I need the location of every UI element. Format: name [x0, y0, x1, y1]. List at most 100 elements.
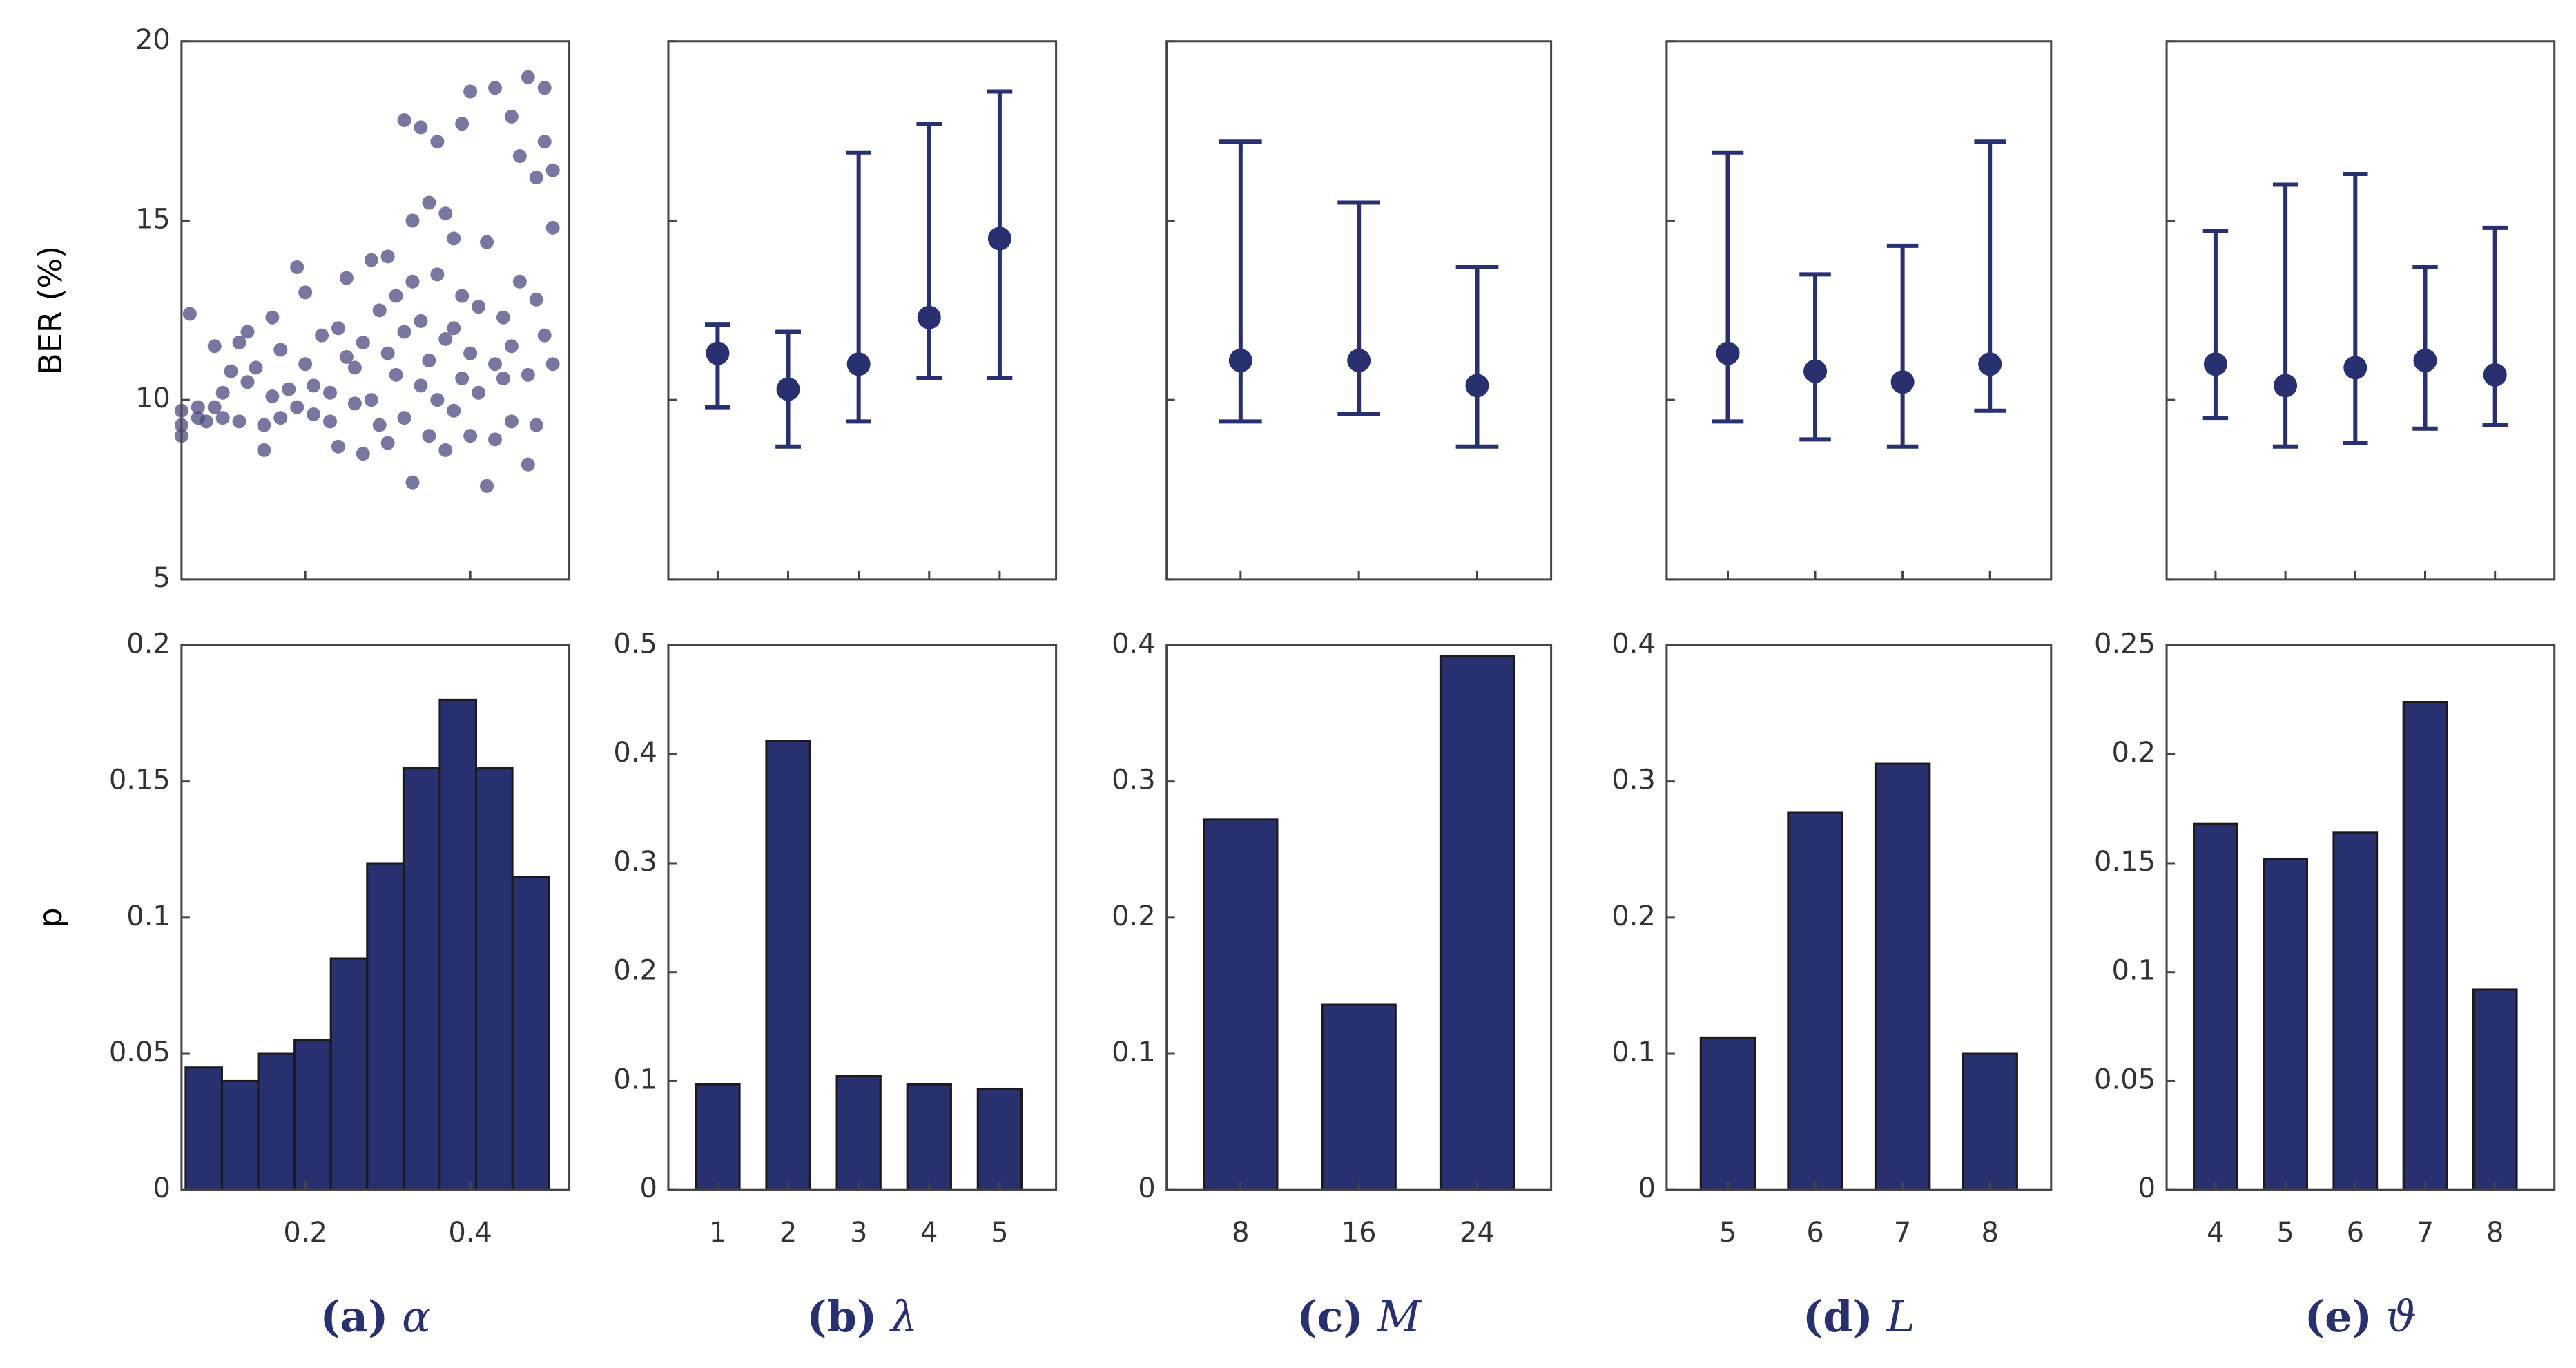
scatter-point: [537, 81, 552, 95]
axes-box: [2165, 644, 2556, 1191]
scatter-point: [315, 328, 329, 343]
caption-symbol: α: [402, 1291, 431, 1342]
y-axis-label: BER (%): [32, 246, 69, 375]
y-tick-label: 0.3: [613, 846, 657, 878]
y-tick-label: 0: [639, 1173, 657, 1204]
scatter-point: [232, 336, 246, 350]
bar: [1874, 762, 1931, 1191]
scatter-point: [298, 357, 313, 372]
x-tick-label: 0.4: [448, 1217, 492, 1249]
mean-point: [1978, 352, 2002, 376]
scatter-point: [347, 396, 362, 411]
bar: [1962, 1052, 2018, 1191]
scatter-point: [215, 385, 230, 400]
y-tick-label: 0.4: [613, 737, 657, 769]
y-tick-label: 15: [135, 203, 171, 235]
scatter-point: [521, 367, 535, 382]
bar: [2332, 831, 2379, 1191]
scatter-point: [397, 325, 411, 339]
bar: [695, 1083, 741, 1191]
y-tick-label: 0.1: [1611, 1037, 1656, 1068]
caption-symbol: M: [1376, 1291, 1422, 1342]
bar: [2472, 988, 2518, 1191]
y-tick-label: 0.2: [126, 628, 171, 659]
scatter-point: [447, 321, 461, 336]
scatter-point: [182, 307, 197, 321]
scatter-point: [389, 367, 403, 382]
scatter-point: [389, 289, 403, 303]
scatter-point: [364, 253, 378, 267]
caption: (c) M: [1297, 1291, 1422, 1342]
scatter-point: [380, 436, 395, 450]
scatter-point: [249, 360, 263, 375]
panel: [2165, 40, 2556, 581]
scatter-point: [397, 411, 411, 425]
mean-point: [917, 305, 941, 329]
mean-point: [2203, 352, 2227, 376]
scatter-point: [405, 475, 420, 490]
y-tick-label: 0.1: [613, 1063, 657, 1095]
y-tick-label: 0.2: [1112, 900, 1156, 932]
scatter-point: [414, 314, 428, 328]
scatter-point: [430, 267, 445, 282]
scatter-point: [537, 135, 552, 149]
scatter-point: [455, 372, 469, 386]
x-tick-label: 0.2: [283, 1217, 327, 1249]
histogram-bar: [402, 767, 441, 1191]
mean-point: [846, 352, 871, 376]
scatter-point: [512, 274, 527, 289]
y-tick-label: 10: [135, 383, 171, 414]
panel: 5 10 15 20 BER (%): [32, 24, 571, 594]
scatter-point: [480, 235, 494, 249]
mean-point: [1716, 341, 1740, 365]
x-tick-label: 5: [1719, 1217, 1736, 1249]
scatter-point: [521, 70, 535, 84]
scatter-point: [504, 414, 519, 429]
y-tick-label: 0: [1638, 1173, 1655, 1204]
scatter-point: [529, 292, 543, 307]
scatter-point: [307, 407, 321, 421]
scatter-point: [488, 357, 502, 372]
x-tick-label: 4: [2207, 1217, 2224, 1249]
scatter-point: [545, 357, 560, 372]
scatter-point: [240, 375, 255, 389]
scatter-point: [438, 331, 453, 346]
caption-tag: (b): [806, 1291, 877, 1342]
scatter-point: [504, 339, 519, 354]
scatter-point: [265, 389, 280, 403]
x-tick-label: 7: [2417, 1217, 2434, 1249]
bar: [1321, 1003, 1397, 1191]
scatter-point: [463, 429, 478, 443]
y-axis-label: p: [32, 907, 69, 927]
bar: [1203, 818, 1279, 1191]
mean-point: [1347, 349, 1371, 373]
panel: 0 0.1 0.2 0.3 0.4 0.5 1 2 3 4 5: [613, 628, 1058, 1249]
scatter-point: [207, 400, 222, 414]
caption-tag: (c): [1297, 1291, 1363, 1342]
caption-tag: (a): [320, 1291, 389, 1342]
mean-point: [1890, 370, 1915, 394]
scatter-point: [521, 457, 535, 472]
histogram-bar: [184, 1066, 223, 1191]
caption-symbol: ϑ: [2386, 1291, 2417, 1342]
panel: 0 0.1 0.2 0.3 0.4 5 6 7 8: [1611, 628, 2053, 1249]
mean-point: [987, 227, 1011, 251]
scatter-point: [512, 148, 527, 163]
scatter-point: [447, 231, 461, 246]
scatter-point: [414, 120, 428, 135]
histogram-bar: [220, 1079, 260, 1191]
scatter-point: [422, 195, 436, 210]
x-tick-label: 2: [779, 1217, 797, 1249]
scatter-point: [257, 418, 271, 432]
x-tick-label: 4: [920, 1217, 938, 1249]
scatter-point: [463, 346, 478, 360]
x-tick-label: 3: [850, 1217, 867, 1249]
scatter-point: [463, 84, 478, 99]
y-tick-label: 0.15: [109, 764, 171, 796]
axes-box: [1665, 40, 2053, 581]
mean-point: [1228, 349, 1252, 373]
scatter-point: [545, 163, 560, 177]
histogram-bar: [293, 1039, 332, 1191]
x-tick-label: 8: [2486, 1217, 2504, 1249]
y-tick-label: 0.2: [613, 955, 657, 987]
